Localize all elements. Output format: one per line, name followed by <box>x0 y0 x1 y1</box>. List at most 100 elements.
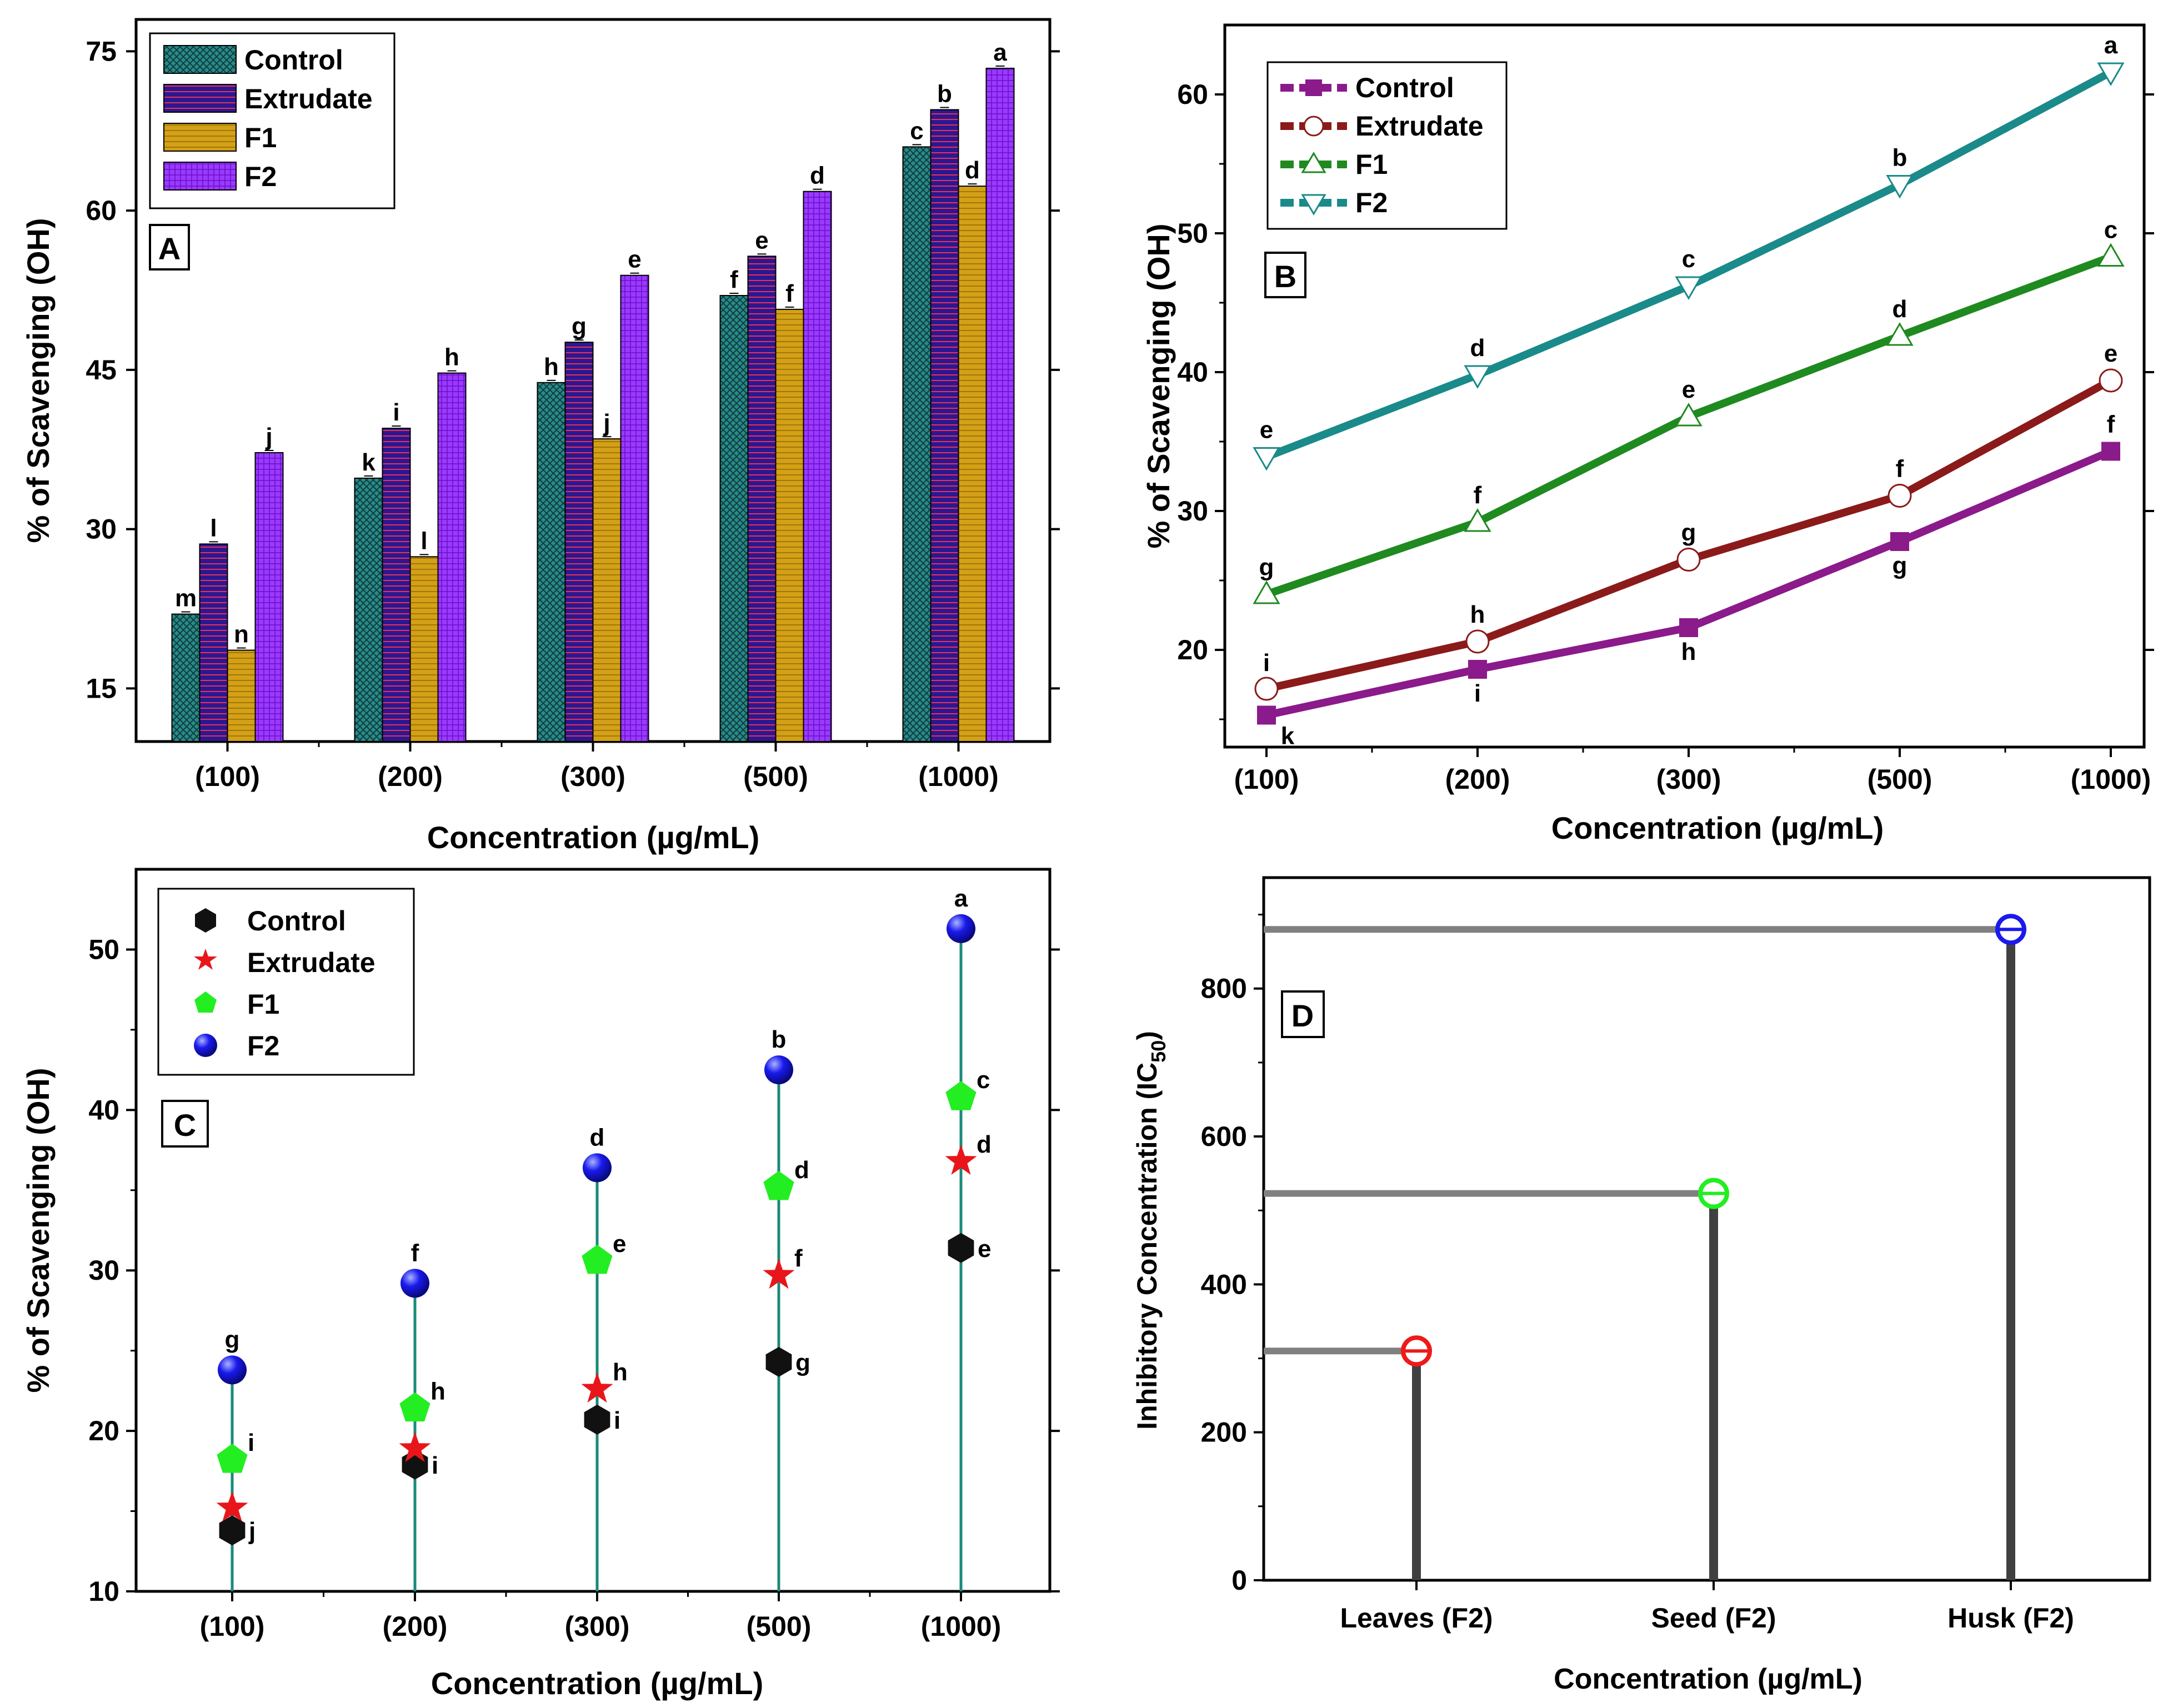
marker-control-1000 <box>2101 442 2120 461</box>
sig-letter-f1-300: j <box>603 409 610 437</box>
sig-letter-extrudate-1000: e <box>2104 340 2117 367</box>
marker-f1-300 <box>582 1244 613 1274</box>
sig-letter-extrudate-500: e <box>755 227 768 254</box>
x-tick-label: Seed (F2) <box>1651 1602 1776 1634</box>
sig-letter-f2-300: e <box>628 246 641 273</box>
legend-label-extrudate: Extrudate <box>247 947 375 978</box>
legend-marker-control <box>1280 79 1347 96</box>
bar-extrudate-200 <box>382 428 411 742</box>
sig-letter-f2-200: f <box>411 1239 419 1266</box>
sig-letter-f2-500: b <box>772 1026 787 1053</box>
bar-control-100 <box>171 613 201 743</box>
panel-d-label: D <box>1291 998 1314 1033</box>
x-tick-label: (200) <box>383 1611 448 1642</box>
y-tick-label: 200 <box>1201 1417 1247 1448</box>
sig-letter-f1-300: e <box>613 1230 626 1258</box>
panel-d-drop-lines <box>1264 914 2026 1580</box>
panel-b-letter-box: B <box>1264 252 1306 298</box>
marker-f1-500 <box>1886 322 1914 346</box>
y-tick-label: 20 <box>1177 634 1208 665</box>
y-tick-label: 50 <box>88 934 119 965</box>
legend-label-control: Control <box>244 44 343 76</box>
y-tick-label: 400 <box>1201 1269 1247 1300</box>
legend-swatch-f1 <box>163 123 237 152</box>
panel-d: 0 200 400 600 800 Leaves (F2) Seed (F2) Husk (F… <box>1131 876 2151 1695</box>
y-tick-label: 60 <box>86 195 117 226</box>
legend-label-f1: F1 <box>244 122 277 153</box>
sig-letter-control-500: g <box>795 1349 810 1376</box>
x-tick-label: (500) <box>743 761 808 792</box>
y-tick-label: 20 <box>88 1415 119 1446</box>
bar-extrudate-1000 <box>930 109 959 742</box>
legend-label-extrudate: Extrudate <box>244 83 373 114</box>
x-tick-label: (300) <box>565 1611 630 1642</box>
sig-letter-f1-100: i <box>248 1429 254 1456</box>
bar-control-1000 <box>902 146 932 743</box>
y-tick-label: 30 <box>88 1255 119 1286</box>
marker-f2-1000 <box>2097 62 2125 86</box>
legend-label-f1: F1 <box>1355 149 1388 180</box>
marker-f2-1000 <box>947 914 975 943</box>
legend-swatch-extrudate <box>163 84 237 113</box>
sig-letter-f2-300: d <box>590 1124 605 1151</box>
legend-label-control: Control <box>1355 72 1454 103</box>
marker-control-100 <box>219 1515 246 1546</box>
bar-extrudate-500 <box>747 256 777 742</box>
sig-letter-control-100: m <box>175 585 197 612</box>
sig-letter-f2-100: j <box>265 423 272 450</box>
panel-d-frame <box>1262 876 2151 1582</box>
sig-letter-f1-100: n <box>234 621 249 648</box>
sig-letter-f2-500: b <box>1892 144 1907 172</box>
sig-letter-f1-500: f <box>785 280 794 307</box>
sig-letter-control-200: k <box>362 449 375 476</box>
panel-a-x-axis-title: Concentration (µg/mL) <box>427 820 759 855</box>
marker-extrudate-1000 <box>2099 368 2123 393</box>
legend-marker-extrudate <box>1280 116 1347 137</box>
marker-control-500 <box>765 1346 792 1377</box>
panel-b-y-axis-title: % of Scavenging (OH) <box>1141 224 1176 549</box>
panel-c-letter-box: C <box>161 1100 209 1148</box>
marker-f2-500 <box>1886 175 1914 199</box>
sig-letter-f2-1000: a <box>954 885 968 912</box>
marker-f2-100 <box>1253 447 1280 471</box>
sig-letter-extrudate-300: h <box>613 1359 628 1386</box>
x-tick-label: (200) <box>378 761 443 792</box>
sig-letter-f2-100: g <box>225 1326 240 1353</box>
x-tick-label: Husk (F2) <box>1947 1602 2074 1634</box>
bar-extrudate-300 <box>564 342 594 742</box>
y-tick-label: 30 <box>1177 495 1208 527</box>
marker-control-500 <box>1890 532 1909 551</box>
bar-f2-500 <box>803 191 832 742</box>
legend-swatch-f2 <box>163 162 237 191</box>
y-tick-label: 800 <box>1201 973 1247 1004</box>
x-tick-label: (500) <box>747 1611 812 1642</box>
panel-d-y-axis-title: Inhibitory Concentration (IC50) <box>1131 1031 1170 1430</box>
x-tick-label: (300) <box>560 761 625 792</box>
marker-f2-300 <box>1675 276 1703 300</box>
bar-f1-300 <box>592 438 622 742</box>
legend-label-control: Control <box>247 905 346 936</box>
legend-swatch-control <box>163 45 237 74</box>
sig-letter-control-200: i <box>432 1452 438 1479</box>
legend-marker-extrudate <box>194 949 217 970</box>
legend-label-f2: F2 <box>244 161 277 192</box>
legend-label-f2: F2 <box>247 1030 279 1061</box>
panel-d-axes: 0 200 400 600 800 Leaves (F2) Seed (F2) Husk (F… <box>1201 914 2074 1634</box>
marker-f1-200 <box>1464 508 1491 532</box>
y-tick-label: 75 <box>86 36 117 67</box>
x-tick-label: (1000) <box>2071 764 2151 795</box>
sig-letter-control-200: i <box>1474 680 1481 707</box>
sig-letter-control-300: h <box>1681 638 1696 665</box>
marker-f1-200 <box>399 1392 430 1422</box>
x-tick-label: (1000) <box>918 761 999 792</box>
panel-b-frame <box>1223 23 2146 749</box>
marker-f2-200 <box>400 1269 429 1298</box>
panel-c-axes: (100) (200) (300) (500) (1000) 10 20 30 40 50 <box>88 934 1060 1642</box>
sig-letter-extrudate-100: i <box>1263 649 1270 677</box>
marker-f1-100 <box>1253 580 1280 604</box>
x-tick-label: (100) <box>1234 764 1299 795</box>
sig-letter-control-100: j <box>248 1517 256 1545</box>
sig-letter-extrudate-200: h <box>1470 601 1485 628</box>
